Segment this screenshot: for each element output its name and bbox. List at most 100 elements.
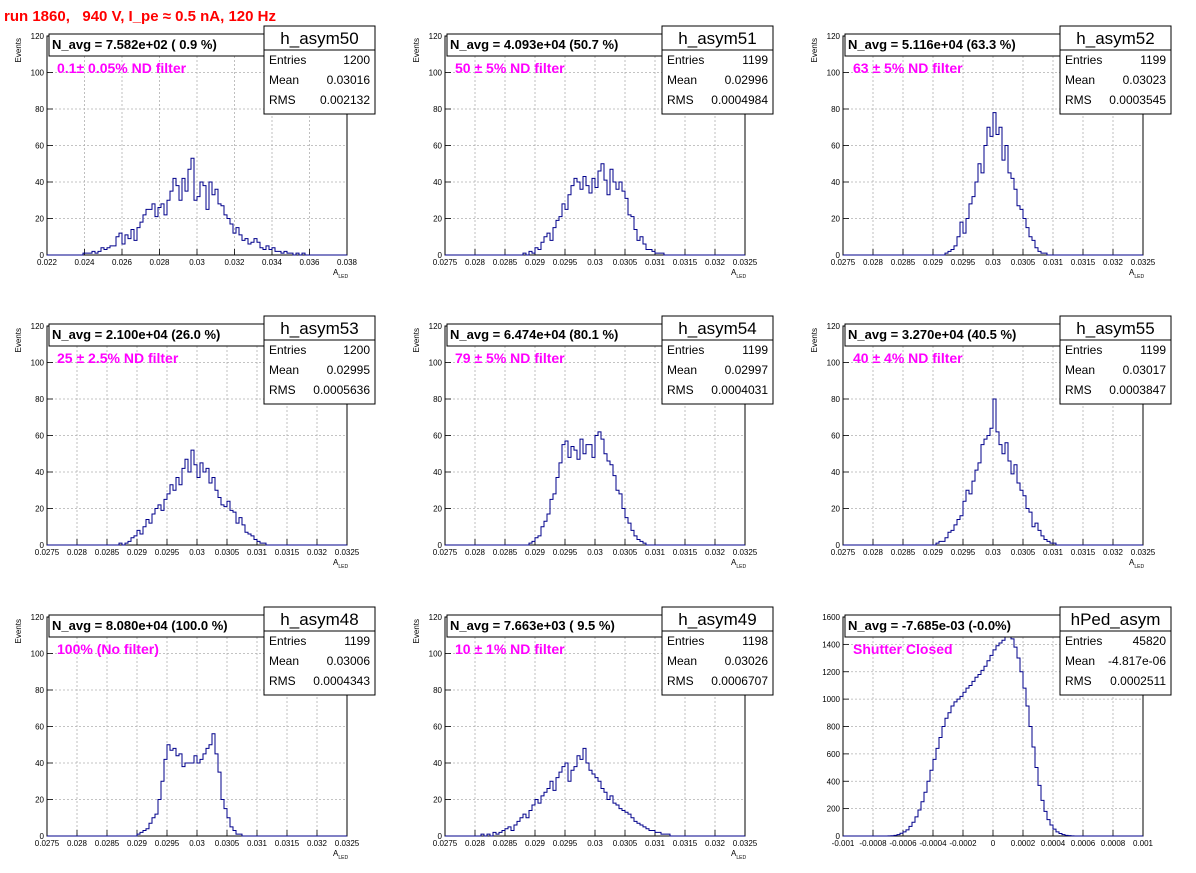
stats-row-value: 0.03023 xyxy=(1123,73,1167,87)
x-tick-label: 0.0305 xyxy=(613,548,638,557)
x-axis-label-subscript: LED xyxy=(736,564,746,570)
x-tick-label: 0.0285 xyxy=(95,548,120,557)
y-tick-label: 0 xyxy=(40,541,45,550)
y-tick-label: 40 xyxy=(831,468,840,477)
filter-label: 100% (No filter) xyxy=(57,641,159,657)
stats-row-label: Entries xyxy=(269,53,306,67)
y-tick-label: 20 xyxy=(35,505,44,514)
histogram-series-line xyxy=(445,163,745,256)
navg-text: N_avg = 4.093e+04 (50.7 %) xyxy=(450,37,618,52)
x-tick-label: 0.0285 xyxy=(95,839,120,848)
x-tick-label: 0.0325 xyxy=(1131,548,1156,557)
y-tick-label: 0 xyxy=(438,832,443,841)
x-tick-label: 0.0295 xyxy=(155,839,180,848)
y-tick-label: 60 xyxy=(831,142,840,151)
stats-row-value: 0.02997 xyxy=(725,363,769,377)
stats-title: hPed_asym xyxy=(1071,610,1161,629)
y-tick-label: 40 xyxy=(35,468,44,477)
x-tick-label: 0.0325 xyxy=(733,839,758,848)
y-tick-label: 20 xyxy=(35,215,44,224)
x-tick-label: 0.0008 xyxy=(1101,839,1126,848)
y-tick-label: 120 xyxy=(429,613,443,622)
stats-box xyxy=(263,49,376,115)
x-tick-label: 0.0305 xyxy=(1011,258,1036,267)
x-axis-label: ALED xyxy=(731,268,746,280)
histogram-series-line xyxy=(47,157,347,256)
x-tick-label: 0.0305 xyxy=(613,258,638,267)
y-tick-label: 1400 xyxy=(822,640,840,649)
x-axis-label: ALED xyxy=(333,268,348,280)
stats-row-label: RMS xyxy=(1065,93,1092,107)
x-tick-label: 0.0315 xyxy=(1071,258,1096,267)
stats-row-value: 1200 xyxy=(343,343,370,357)
x-tick-label: 0.032 xyxy=(307,548,328,557)
histogram-panel-h_asym48: 0.0275 0.028 0.0285 0.029 0.0295 0.03 0.0305 0.… xyxy=(14,606,376,861)
y-tick-label: 0 xyxy=(438,541,443,550)
y-tick-label: 1600 xyxy=(822,613,840,622)
stats-row-value: 0.0003545 xyxy=(1109,93,1166,107)
histogram-panel-hPed_asym: -0.001 -0.0008 -0.0006 -0.0004 -0.0002 0 0.000… xyxy=(822,606,1172,848)
stats-row-label: Entries xyxy=(269,634,306,648)
x-tick-label: 0.0285 xyxy=(891,258,916,267)
stats-row-label: RMS xyxy=(269,383,296,397)
x-tick-label: 0.0315 xyxy=(1071,548,1096,557)
x-tick-label: 0.024 xyxy=(74,258,95,267)
x-tick-label: 0.028 xyxy=(863,548,884,557)
x-tick-label: 0.03 xyxy=(189,548,205,557)
y-tick-label: 20 xyxy=(433,796,442,805)
filter-label: 0.1± 0.05% ND filter xyxy=(57,60,187,76)
stats-row-label: Entries xyxy=(269,343,306,357)
x-tick-label: 0.034 xyxy=(262,258,283,267)
y-tick-label: 0 xyxy=(836,541,841,550)
stats-row-label: Entries xyxy=(1065,634,1102,648)
stats-row-label: RMS xyxy=(667,674,694,688)
y-tick-label: 40 xyxy=(35,759,44,768)
y-tick-label: 120 xyxy=(827,322,841,331)
y-axis-label: Events xyxy=(810,38,819,62)
y-tick-label: 100 xyxy=(31,69,45,78)
y-axis-label: Events xyxy=(810,328,819,352)
x-tick-label: -0.0002 xyxy=(949,839,977,848)
x-tick-label: 0.0295 xyxy=(553,258,578,267)
stats-row-value: 0.0005636 xyxy=(313,383,370,397)
filter-label: Shutter Closed xyxy=(853,641,953,657)
y-tick-label: 80 xyxy=(433,686,442,695)
x-tick-label: 0.031 xyxy=(247,548,268,557)
stats-row-value: 0.02995 xyxy=(327,363,371,377)
x-tick-label: 0.0325 xyxy=(733,548,758,557)
navg-text: N_avg = 5.116e+04 (63.3 %) xyxy=(848,37,1016,52)
stats-row-label: Mean xyxy=(1065,654,1095,668)
y-tick-label: 120 xyxy=(31,32,45,41)
stats-row-value: 1199 xyxy=(742,53,768,67)
x-tick-label: 0.029 xyxy=(127,839,148,848)
x-tick-label: 0.0275 xyxy=(433,839,458,848)
x-tick-label: 0.03 xyxy=(587,548,603,557)
stats-row-value: 1199 xyxy=(742,343,768,357)
filter-label: 79 ± 5% ND filter xyxy=(455,350,565,366)
y-tick-label: 0 xyxy=(438,251,443,260)
y-tick-label: 200 xyxy=(827,805,841,814)
navg-text: N_avg = 7.663e+03 ( 9.5 %) xyxy=(450,618,615,633)
stats-row-label: RMS xyxy=(667,93,694,107)
y-tick-label: 20 xyxy=(831,505,840,514)
histogram-series-line xyxy=(843,631,1143,837)
x-tick-label: 0.028 xyxy=(67,839,88,848)
x-tick-label: -0.0008 xyxy=(859,839,887,848)
x-tick-label: 0.031 xyxy=(645,548,666,557)
histogram-panel-h_asym53: 0.0275 0.028 0.0285 0.029 0.0295 0.03 0.0305 0.… xyxy=(14,315,376,570)
x-tick-label: 0.029 xyxy=(525,258,546,267)
stats-row-label: Mean xyxy=(269,654,299,668)
stats-box xyxy=(1059,630,1172,696)
x-tick-label: 0.032 xyxy=(705,839,726,848)
y-axis-label: Events xyxy=(14,38,23,62)
x-tick-label: -0.0004 xyxy=(919,839,947,848)
y-tick-label: 100 xyxy=(827,359,841,368)
x-tick-label: 0.0315 xyxy=(275,839,300,848)
stats-row-value: 1198 xyxy=(742,634,768,648)
stats-title: h_asym53 xyxy=(280,319,358,338)
histogram-panel-h_asym55: 0.0275 0.028 0.0285 0.029 0.0295 0.03 0.0305 0.… xyxy=(810,315,1172,570)
stats-row-value: 0.0004031 xyxy=(711,383,768,397)
y-tick-label: 0 xyxy=(40,832,45,841)
x-tick-label: 0.0305 xyxy=(215,839,240,848)
stats-title-box xyxy=(263,315,376,341)
